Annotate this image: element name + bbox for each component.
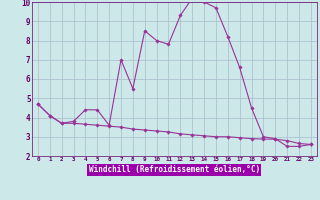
X-axis label: Windchill (Refroidissement éolien,°C): Windchill (Refroidissement éolien,°C) — [89, 165, 260, 174]
